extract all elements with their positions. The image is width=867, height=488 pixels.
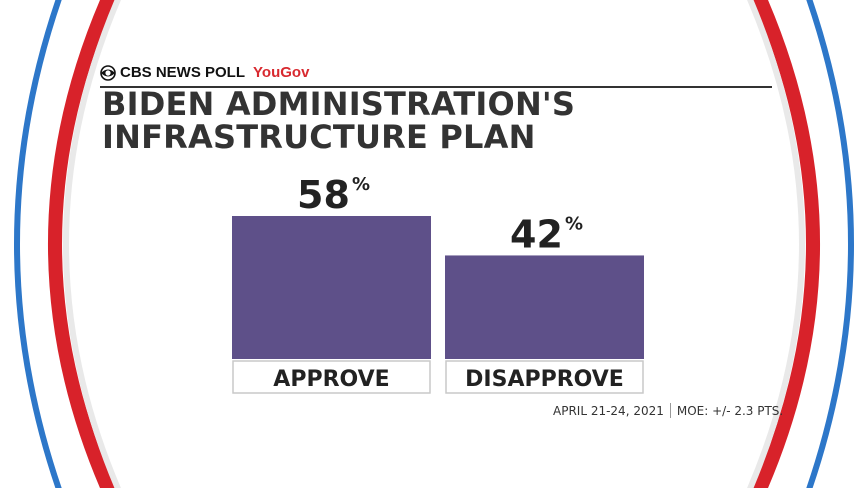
right-red-arc — [752, 0, 820, 488]
left-grey-arc — [63, 0, 122, 488]
bar-approve — [232, 216, 431, 359]
poll-brand: CBS NEWS POLL YouGov — [100, 64, 309, 81]
right-grey-arc — [746, 0, 805, 488]
value-suffix-disapprove: % — [565, 213, 583, 234]
brand-name: CBS NEWS POLL — [120, 64, 246, 81]
chart-title: BIDEN ADMINISTRATION'S INFRASTRUCTURE PL… — [102, 85, 576, 156]
margin-of-error: MOE: +/- 2.3 PTS. — [676, 403, 784, 418]
header-rule — [100, 86, 772, 88]
footer: APRIL 21-24, 2021 MOE: +/- 2.3 PTS. — [553, 403, 783, 418]
partner-name: YouGov — [253, 64, 310, 81]
category-label-disapprove: DISAPPROVE — [465, 367, 624, 392]
right-blue-arc — [806, 0, 854, 488]
footer-separator — [669, 403, 671, 418]
value-label-disapprove: 42 — [510, 212, 563, 256]
category-box-approve — [232, 360, 431, 394]
category-label-approve: APPROVE — [273, 367, 389, 392]
poll-dates: APRIL 21-24, 2021 — [553, 403, 664, 418]
cbs-eye-logo — [100, 64, 116, 81]
value-label-approve: 58 — [297, 173, 350, 217]
bar-disapprove — [445, 255, 644, 359]
left-red-arc — [48, 0, 116, 488]
value-suffix-approve: % — [352, 174, 370, 195]
left-blue-arc — [14, 0, 62, 488]
category-box-disapprove — [445, 360, 644, 394]
